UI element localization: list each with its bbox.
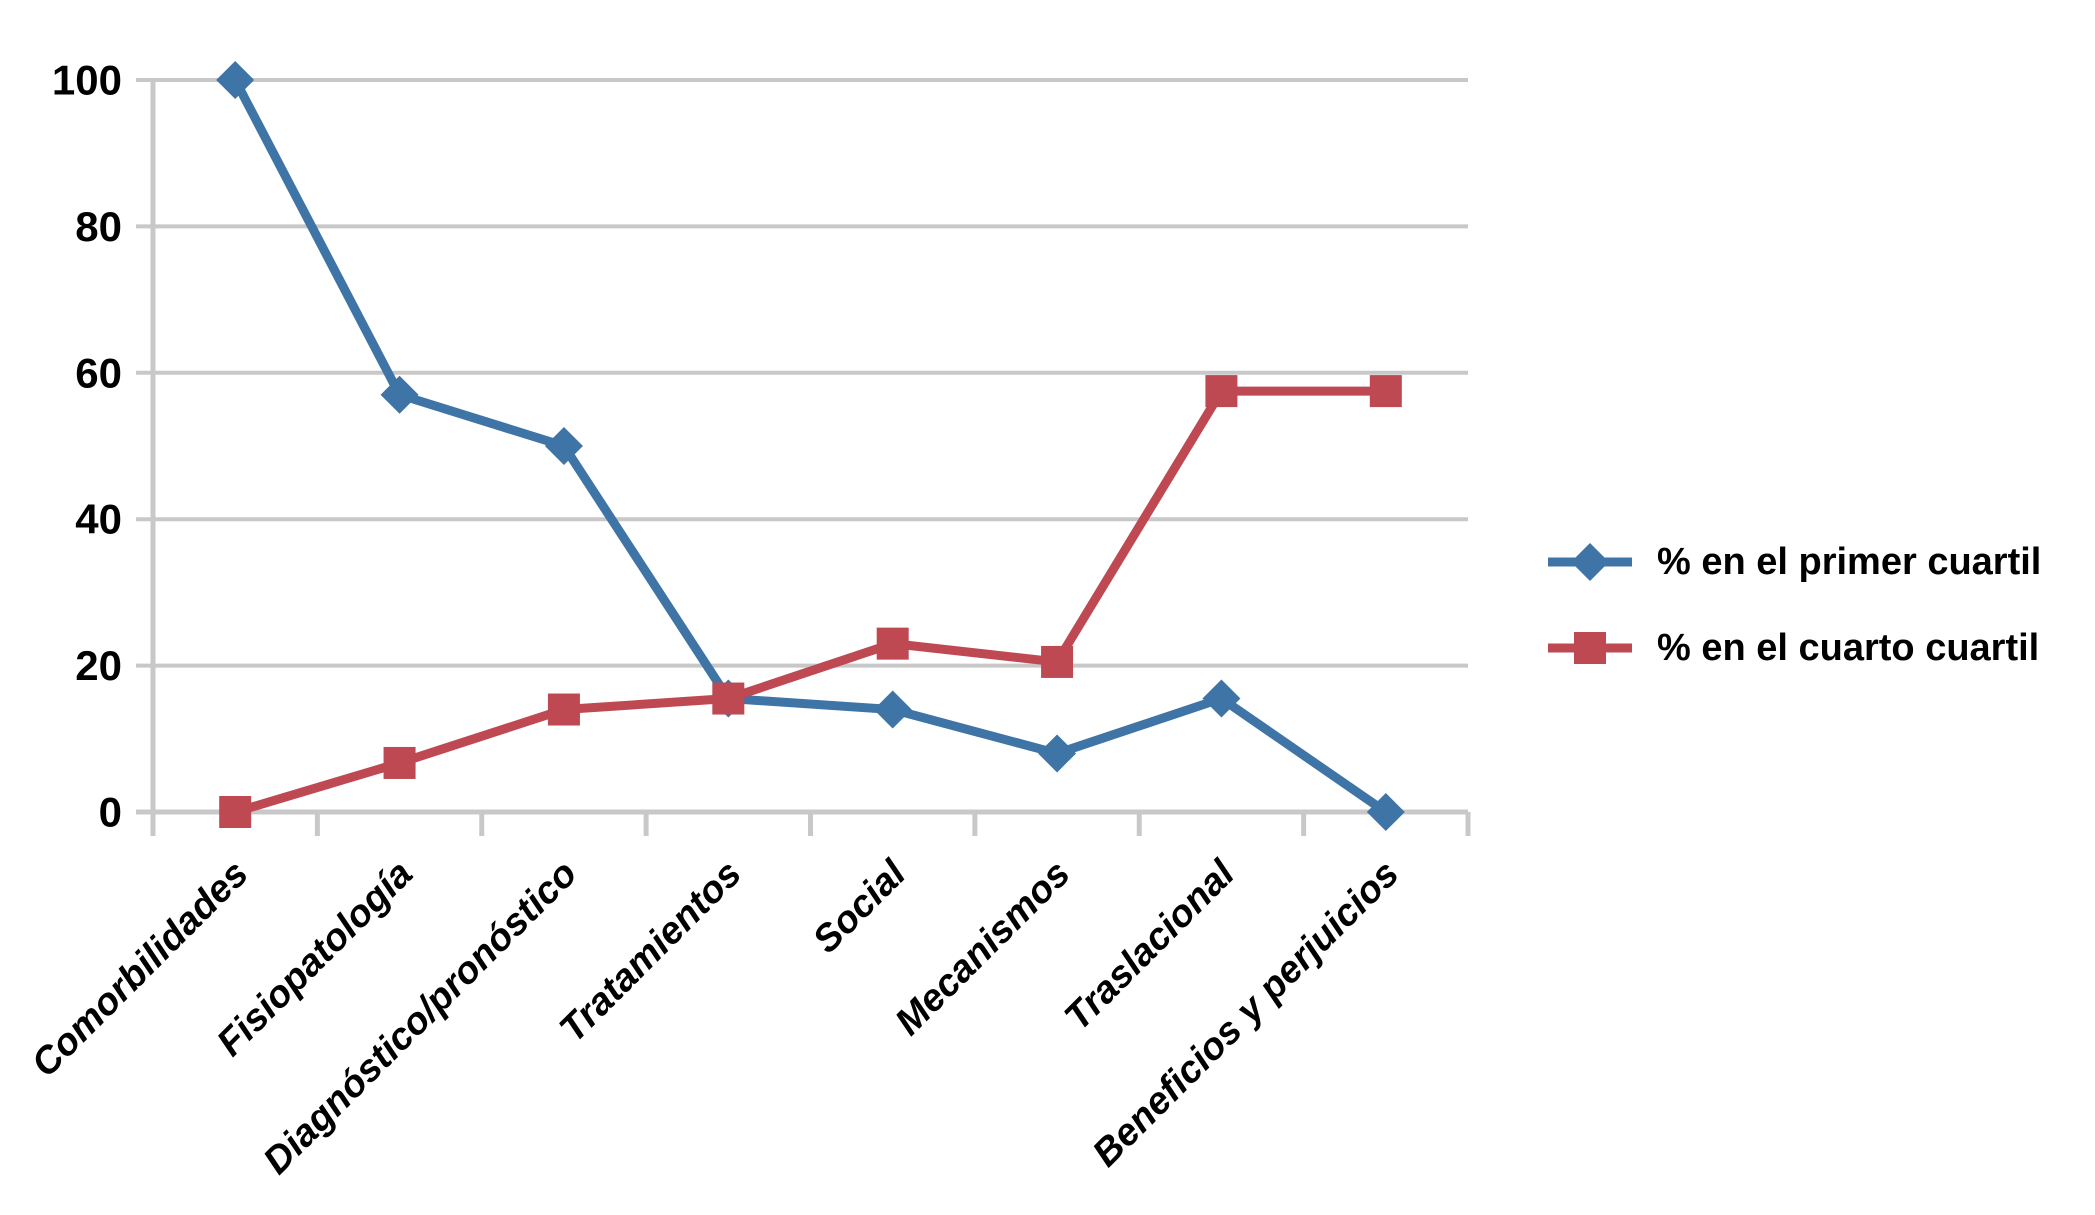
x-category-label-7: Beneficios y perjuicios xyxy=(1085,853,1407,1175)
data-point-square-1 xyxy=(383,746,416,779)
legend-diamond-marker-icon xyxy=(1571,543,1609,581)
x-category-labels: ComorbilidadesFisiopatologíaDiagnóstico/… xyxy=(24,852,1407,1183)
data-point-square-5 xyxy=(1041,645,1074,678)
data-point-square-0 xyxy=(219,796,252,828)
data-point-square-3 xyxy=(712,682,745,715)
legend: % en el primer cuartil % en el cuarto cua… xyxy=(1548,541,2041,669)
x-category-label-4: Social xyxy=(805,852,915,962)
series-lines xyxy=(216,61,1405,831)
data-point-diamond-4 xyxy=(873,690,912,729)
data-point-diamond-0 xyxy=(216,61,255,99)
y-tick-label-0: 0 xyxy=(99,789,122,836)
axes xyxy=(136,80,1471,836)
data-point-square-7 xyxy=(1369,375,1402,408)
data-point-square-4 xyxy=(876,627,909,660)
data-point-square-6 xyxy=(1205,375,1238,408)
data-point-diamond-2 xyxy=(544,427,583,465)
data-point-square-2 xyxy=(547,693,580,726)
y-tick-label-60: 60 xyxy=(75,349,122,396)
legend-label: % en el cuarto cuartil xyxy=(1657,627,2039,669)
data-point-diamond-1 xyxy=(380,375,419,414)
legend-square-marker-icon xyxy=(1574,632,1606,664)
y-tick-label-40: 40 xyxy=(75,496,122,543)
x-category-label-2: Diagnóstico/pronóstico xyxy=(256,853,586,1183)
x-category-label-5: Mecanismos xyxy=(887,853,1078,1044)
legend-label: % en el primer cuartil xyxy=(1657,541,2041,583)
series-cuarto-cuartil xyxy=(219,375,1402,828)
series-primer-cuartil xyxy=(216,61,1405,831)
data-point-diamond-5 xyxy=(1038,734,1077,773)
data-point-diamond-6 xyxy=(1202,679,1241,718)
series-line xyxy=(230,75,1391,817)
x-category-label-0: Comorbilidades xyxy=(24,853,257,1086)
y-axis-labels: 0 20 40 60 80 100 xyxy=(52,57,122,836)
y-tick-label-80: 80 xyxy=(75,203,122,250)
y-tick-label-100: 100 xyxy=(52,57,122,104)
series-line xyxy=(230,386,1391,817)
legend-item-primer-cuartil: % en el primer cuartil xyxy=(1548,541,2041,583)
legend-item-cuarto-cuartil: % en el cuarto cuartil xyxy=(1548,627,2039,669)
y-tick-label-20: 20 xyxy=(75,642,122,689)
x-category-label-6: Traslacional xyxy=(1057,852,1244,1039)
data-point-diamond-7 xyxy=(1366,793,1405,831)
